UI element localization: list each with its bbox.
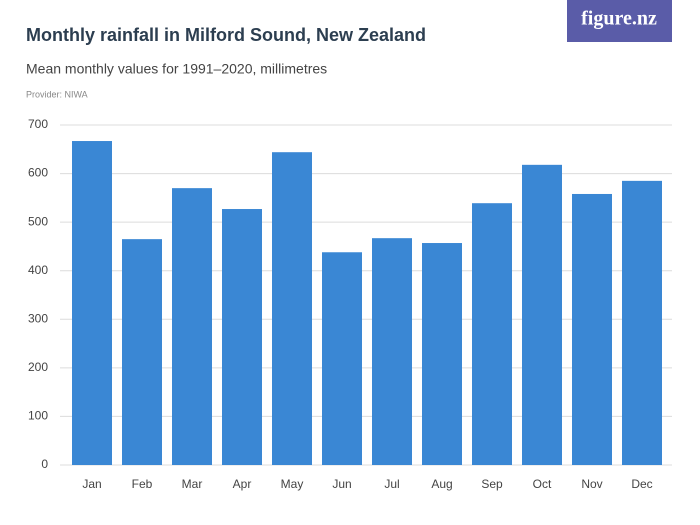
y-tick-label: 700: [28, 117, 48, 131]
y-tick-label: 400: [28, 263, 48, 277]
provider: Provider: NIWA: [26, 89, 88, 99]
x-tick-label: Aug: [431, 477, 452, 491]
bar: [272, 152, 312, 465]
y-tick-label: 600: [28, 166, 48, 180]
y-tick-label: 100: [28, 409, 48, 423]
y-tick-label: 300: [28, 311, 48, 325]
x-tick-label: Apr: [233, 477, 252, 491]
x-tick-label: May: [281, 477, 304, 491]
bar: [422, 243, 462, 465]
x-tick-label: Dec: [631, 477, 652, 491]
x-tick-label: Nov: [581, 477, 602, 491]
chart-title: Monthly rainfall in Milford Sound, New Z…: [26, 25, 426, 45]
x-tick-label: Mar: [182, 477, 203, 491]
bar: [622, 180, 662, 465]
bar: [572, 193, 612, 465]
bar: [322, 252, 362, 465]
x-tick-label: Jun: [332, 477, 351, 491]
x-tick-label: Jan: [82, 477, 101, 491]
bar: [122, 239, 162, 465]
bar: [472, 203, 512, 465]
bar: [72, 141, 112, 465]
y-tick-label: 0: [41, 457, 48, 471]
bar: [522, 164, 562, 466]
chart-subtitle: Mean monthly values for 1991–2020, milli…: [26, 61, 327, 77]
y-tick-label: 500: [28, 214, 48, 228]
bar: [222, 209, 262, 465]
logo: figure.nz: [581, 8, 657, 30]
logo-box: [567, 0, 672, 42]
x-tick-label: Feb: [132, 477, 153, 491]
x-tick-label: Oct: [533, 477, 552, 491]
bar: [172, 188, 212, 465]
y-tick-label: 200: [28, 360, 48, 374]
x-tick-label: Sep: [481, 477, 503, 491]
bar: [372, 238, 412, 465]
x-tick-label: Jul: [384, 477, 399, 491]
